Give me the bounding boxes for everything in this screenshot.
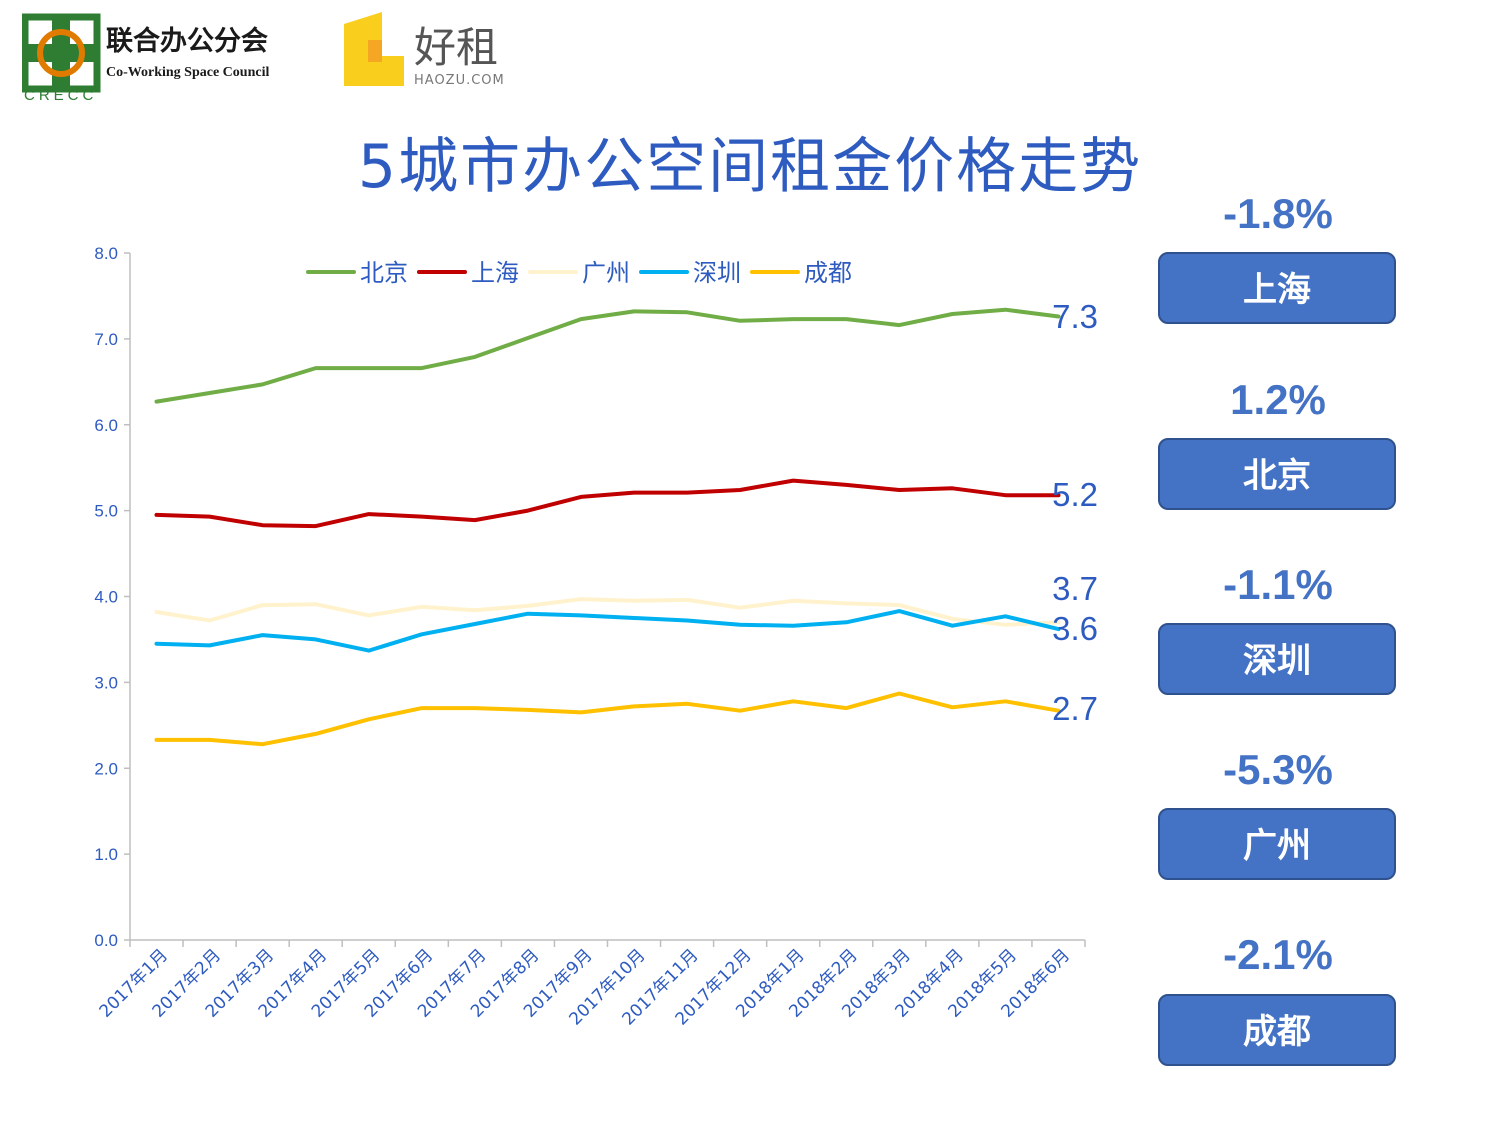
crecc-name: 联合办公分会 — [106, 25, 268, 57]
y-tick-label: 5.0 — [94, 502, 118, 521]
haozu-logo-building — [344, 12, 382, 86]
pct-guangzhou: -5.3% — [1223, 746, 1333, 793]
pct-shanghai: -1.8% — [1223, 190, 1333, 237]
city-box-shanghai: 上海 — [1158, 252, 1396, 324]
pct-beijing: 1.2% — [1230, 376, 1326, 423]
y-tick-label: 0.0 — [94, 931, 118, 950]
haozu-logo: 好租 HAOZU.COM — [344, 12, 505, 88]
y-tick-label: 7.0 — [94, 330, 118, 349]
city-box-beijing: 北京 — [1158, 438, 1396, 510]
end-label-广州: 3.7 — [1052, 570, 1098, 607]
legend-label-上海: 上海 — [471, 259, 519, 287]
chart-legend: 北京 上海 广州 深圳 成都 — [306, 259, 852, 287]
y-tick-label: 4.0 — [94, 588, 118, 607]
series-line-上海 — [154, 478, 1061, 529]
chart-series — [154, 307, 1061, 747]
crecc-abbr: CRECC — [24, 87, 97, 102]
crecc-logo: 联合办公分会 Co-Working Space Council CRECC — [22, 13, 269, 102]
end-label-上海: 5.2 — [1052, 476, 1098, 513]
haozu-name: 好租 — [414, 23, 498, 72]
legend-label-北京: 北京 — [360, 259, 408, 287]
haozu-logo-annex — [382, 56, 404, 86]
end-label-成都: 2.7 — [1052, 690, 1098, 727]
city-box-shenzhen: 深圳 — [1158, 623, 1396, 695]
series-line-广州 — [154, 597, 1061, 627]
chart-axes: 0.01.02.03.04.05.06.07.08.02017年1月2017年2… — [94, 244, 1086, 1029]
city-box-guangzhou: 广州 — [1158, 808, 1396, 880]
haozu-domain: HAOZU.COM — [414, 73, 505, 88]
page-title: 5城市办公空间租金价格走势 — [357, 132, 1143, 202]
y-tick-label: 1.0 — [94, 845, 118, 864]
y-tick-label: 3.0 — [94, 673, 118, 692]
series-line-北京 — [154, 307, 1061, 404]
crecc-english: Co-Working Space Council — [106, 65, 269, 80]
end-label-北京: 7.3 — [1052, 298, 1098, 335]
pct-shenzhen: -1.1% — [1223, 561, 1333, 608]
haozu-logo-window — [368, 40, 382, 62]
y-tick-label: 2.0 — [94, 759, 118, 778]
crecc-logo-ring — [37, 29, 85, 77]
series-line-深圳 — [154, 609, 1061, 653]
y-tick-label: 8.0 — [94, 244, 118, 263]
city-box-chengdu: 成都 — [1158, 994, 1396, 1066]
legend-label-深圳: 深圳 — [693, 259, 741, 287]
end-label-深圳: 3.6 — [1052, 610, 1098, 647]
series-line-成都 — [154, 691, 1061, 747]
legend-label-成都: 成都 — [804, 259, 852, 287]
pct-chengdu: -2.1% — [1223, 931, 1333, 978]
y-tick-label: 6.0 — [94, 416, 118, 435]
legend-label-广州: 广州 — [582, 259, 630, 287]
chart-end-labels: 7.3 5.2 3.73.6 2.7 — [1052, 298, 1098, 727]
